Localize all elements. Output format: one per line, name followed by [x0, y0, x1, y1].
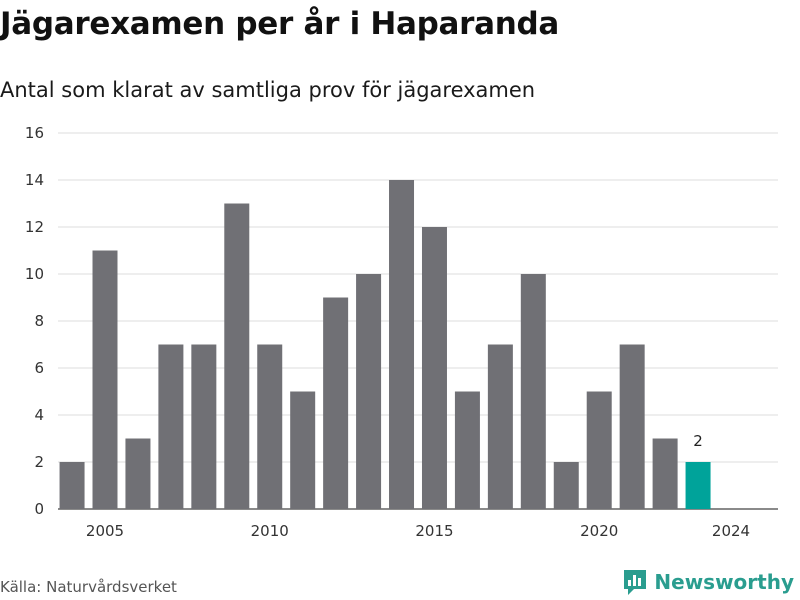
x-axis-tick-labels: 2005 2010 2015 2020 2024 — [86, 522, 750, 540]
chart-title: Jägarexamen per år i Haparanda — [0, 6, 560, 42]
y-tick-label: 8 — [34, 312, 44, 330]
y-tick-label: 10 — [25, 265, 44, 283]
x-tick-label: 2005 — [86, 522, 124, 540]
x-tick-label: 2010 — [251, 522, 289, 540]
bar — [125, 438, 151, 509]
bar-highlighted — [685, 462, 711, 509]
bar — [158, 344, 184, 509]
source-note: Källa: Naturvårdsverket — [0, 578, 177, 596]
bar — [191, 344, 217, 509]
bar — [652, 438, 678, 509]
y-tick-label: 2 — [34, 453, 44, 471]
x-tick-label: 2015 — [415, 522, 453, 540]
brand-name: Newsworthy — [654, 570, 794, 594]
bar — [290, 391, 316, 509]
x-tick-label: 2024 — [712, 522, 750, 540]
bar — [586, 391, 612, 509]
bar — [59, 462, 85, 509]
bar — [389, 180, 415, 509]
chart-subtitle: Antal som klarat av samtliga prov för jä… — [0, 78, 536, 102]
x-tick-label: 2020 — [580, 522, 618, 540]
brand-logo: Newsworthy — [622, 568, 794, 596]
bar — [92, 250, 118, 509]
bar — [224, 203, 250, 509]
bar — [520, 274, 546, 509]
y-tick-label: 16 — [25, 124, 44, 142]
bar — [356, 274, 382, 509]
bar — [487, 344, 513, 509]
bar — [421, 227, 447, 509]
data-label: 2 — [693, 432, 703, 450]
y-tick-label: 0 — [34, 500, 44, 518]
bar — [323, 297, 349, 509]
y-tick-label: 14 — [25, 171, 44, 189]
y-tick-label: 4 — [34, 406, 44, 424]
y-tick-label: 12 — [25, 218, 44, 236]
bar — [454, 391, 480, 509]
bar-chart-speech-bubble-icon — [624, 570, 647, 595]
bar — [553, 462, 579, 509]
data-labels: 2 — [693, 432, 703, 450]
bar — [619, 344, 645, 509]
bar — [257, 344, 283, 509]
bar-chart: 0 2 4 6 8 10 12 14 16 2005 2010 2015 2020 2024 2 — [25, 124, 778, 540]
bars — [59, 180, 711, 509]
y-axis-tick-labels: 0 2 4 6 8 10 12 14 16 — [25, 124, 44, 518]
y-tick-label: 6 — [34, 359, 44, 377]
